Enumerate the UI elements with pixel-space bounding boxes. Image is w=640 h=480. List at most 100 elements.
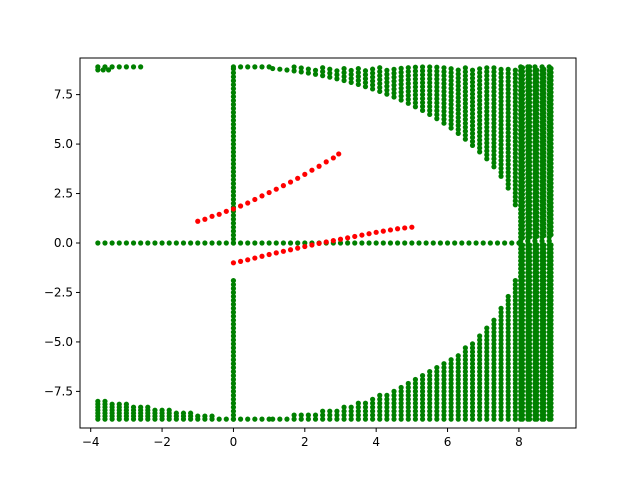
data-point <box>327 70 333 76</box>
data-point <box>546 226 552 232</box>
data-point <box>498 122 504 128</box>
data-point <box>546 92 552 98</box>
data-point <box>230 97 237 104</box>
data-point <box>334 72 340 78</box>
data-point <box>525 226 531 232</box>
data-point <box>512 146 518 153</box>
data-point <box>498 149 504 156</box>
data-point <box>245 416 251 422</box>
data-point <box>525 80 531 86</box>
data-point <box>512 293 518 300</box>
data-point <box>448 400 454 406</box>
data-point <box>532 281 538 288</box>
data-point <box>366 240 372 246</box>
data-point <box>525 135 531 141</box>
data-point <box>427 408 433 414</box>
data-point <box>525 68 531 74</box>
data-point <box>455 361 461 367</box>
data-point <box>455 75 461 81</box>
data-point <box>484 325 490 331</box>
data-point <box>455 353 461 359</box>
data-point <box>518 380 524 387</box>
data-point <box>419 84 426 90</box>
data-point <box>484 116 490 122</box>
data-point <box>532 234 538 240</box>
data-point <box>469 134 476 141</box>
data-point <box>484 77 490 83</box>
data-point <box>539 179 545 185</box>
data-point <box>316 240 322 246</box>
data-point <box>166 407 172 413</box>
data-point <box>532 226 538 232</box>
scatter-points <box>95 64 554 422</box>
data-point <box>525 392 531 398</box>
data-point <box>405 380 411 387</box>
data-point <box>498 404 504 410</box>
data-point <box>384 67 390 73</box>
data-point <box>427 392 433 398</box>
data-point <box>518 329 524 335</box>
data-point <box>402 240 408 246</box>
data-point <box>230 196 237 203</box>
data-point <box>284 416 290 422</box>
data-point <box>518 361 524 367</box>
data-point <box>412 404 419 410</box>
data-point <box>391 90 397 96</box>
data-point <box>152 240 158 246</box>
data-point <box>409 224 415 230</box>
data-point <box>525 234 531 240</box>
data-point <box>525 317 531 323</box>
data-point <box>498 392 504 398</box>
data-point <box>355 416 361 422</box>
data-point <box>359 240 365 246</box>
data-point <box>434 108 440 114</box>
data-point <box>512 392 518 398</box>
data-point <box>427 76 433 82</box>
data-point <box>518 289 524 296</box>
data-point <box>512 103 518 109</box>
data-point <box>277 66 283 72</box>
data-point <box>434 64 440 70</box>
data-point <box>525 159 531 165</box>
data-point <box>518 317 524 323</box>
data-point <box>512 75 518 81</box>
data-point <box>412 88 419 94</box>
data-point <box>546 372 552 379</box>
data-point <box>291 68 297 74</box>
data-point <box>312 67 319 73</box>
data-point <box>434 396 440 402</box>
data-point <box>546 337 552 343</box>
data-point <box>539 234 545 240</box>
data-point <box>405 92 411 98</box>
data-point <box>469 357 476 363</box>
data-point <box>525 214 531 220</box>
data-point <box>546 103 552 110</box>
data-point <box>532 202 538 209</box>
data-point <box>539 365 545 371</box>
data-point <box>327 74 333 80</box>
data-point <box>525 222 531 228</box>
data-point <box>441 112 447 118</box>
data-point <box>498 357 504 363</box>
data-point <box>484 353 490 359</box>
data-point <box>419 392 426 398</box>
data-point <box>448 70 454 76</box>
data-point <box>532 171 538 177</box>
data-point <box>309 242 315 248</box>
data-point <box>546 400 552 406</box>
data-point <box>546 131 552 137</box>
data-point <box>505 157 511 163</box>
data-point <box>505 333 511 339</box>
data-point <box>480 240 486 246</box>
data-point <box>484 412 490 418</box>
data-point <box>441 412 447 418</box>
data-point <box>484 349 490 355</box>
data-point <box>348 412 354 418</box>
data-point <box>230 277 237 284</box>
data-point <box>498 161 504 167</box>
data-point <box>491 108 497 114</box>
data-point <box>477 113 483 119</box>
data-point <box>441 81 447 87</box>
data-point <box>455 130 461 136</box>
data-point <box>518 309 524 315</box>
